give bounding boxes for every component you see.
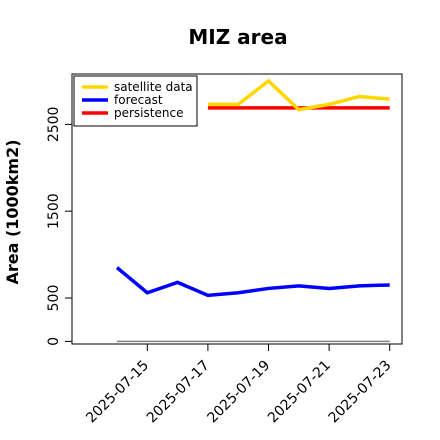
plot-frame [71,73,403,345]
y-axis-label: Area (1000km2) [3,139,22,284]
y-tick-label: 0 [46,337,62,346]
x-tick-label-group: 2025-07-17 [144,358,213,427]
x-tick-label: 2025-07-21 [265,358,334,427]
legend-label-forecast: forecast [114,93,163,107]
x-tick-label: 2025-07-19 [204,358,273,427]
chart-title: MIZ area [188,25,287,49]
y-tick-label-group: 0 [46,337,62,346]
y-axis-label-group: Area (1000km2) [3,139,22,284]
y-tick-label-group: 2500 [46,107,62,143]
x-tick-label: 2025-07-17 [144,358,213,427]
x-tick-label: 2025-07-23 [326,358,395,427]
legend-label-persistence: persistence [114,106,183,120]
y-tick-label-group: 500 [46,285,62,312]
series-line-satellite-data [207,78,390,112]
x-tick-label-group: 2025-07-15 [83,358,152,427]
series-layer [115,78,390,298]
x-tick-label-group: 2025-07-19 [204,358,273,427]
legend-label-satellite-data: satellite data [114,80,193,94]
y-tick-label: 2500 [46,107,62,143]
axis-ticks: 0500150025002025-07-152025-07-172025-07-… [46,107,395,427]
x-tick-label-group: 2025-07-21 [265,358,334,427]
series-line-forecast [115,266,390,298]
y-tick-label: 1500 [46,193,62,229]
y-tick-label-group: 1500 [46,193,62,229]
x-tick-label: 2025-07-15 [83,358,152,427]
y-tick-label: 500 [46,285,62,312]
x-tick-label-group: 2025-07-23 [326,358,395,427]
